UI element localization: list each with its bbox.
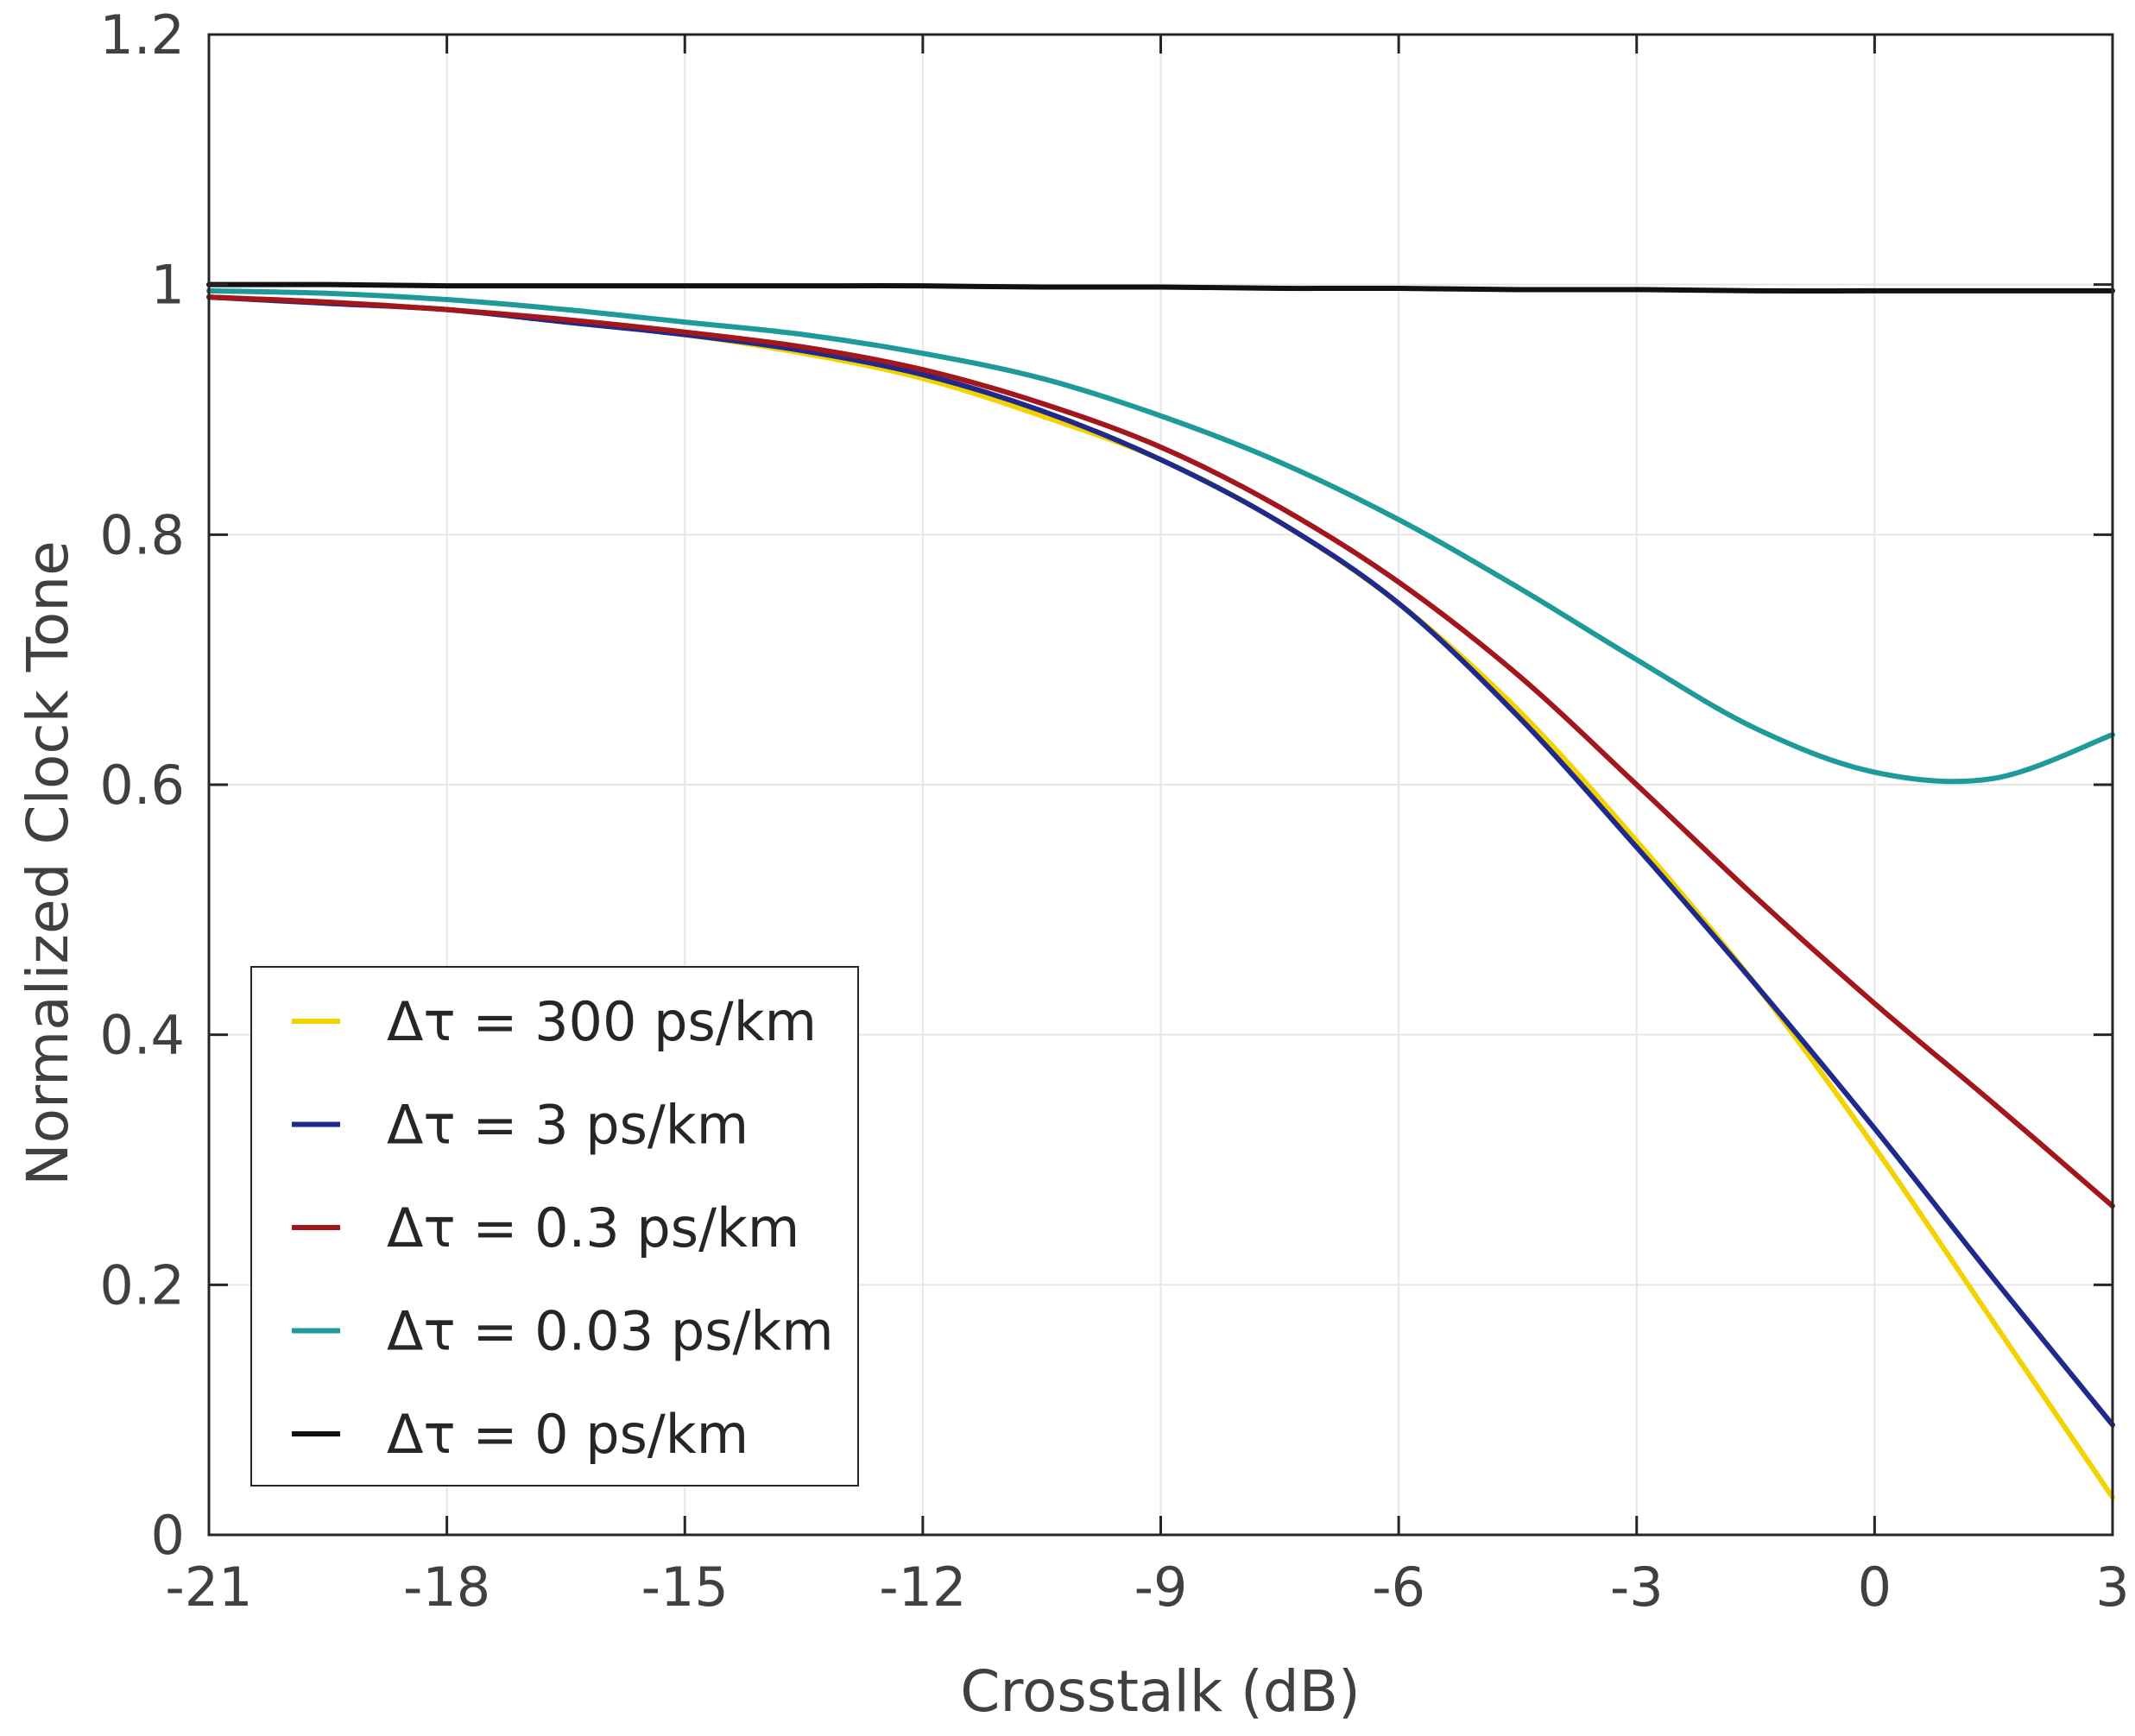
x-tick-label: 0 [1858, 1556, 1892, 1619]
y-tick-label: 1 [151, 254, 185, 317]
legend-label-4: Δτ = 0 ps/km [387, 1403, 749, 1466]
legend-entries: Δτ = 300 ps/km Δτ = 3 ps/km Δτ = 0.3 ps/km… [292, 990, 834, 1466]
x-tick-label: -6 [1372, 1556, 1425, 1619]
series-line-2 [206, 294, 2115, 1209]
legend-label-1: Δτ = 3 ps/km [387, 1094, 749, 1157]
legend-label-2: Δτ = 0.3 ps/km [387, 1196, 799, 1259]
y-tick-label: 0.4 [99, 1004, 185, 1067]
y-tick-label: 0.6 [99, 754, 185, 817]
y-axis-title: Normalized Clock Tone [15, 540, 81, 1185]
y-tick-label: 1.2 [99, 3, 185, 66]
series-line-3 [206, 287, 2115, 785]
x-tick-label: -12 [879, 1556, 966, 1619]
x-tick-labels: -21 -18 -15 -12 -9 -6 -3 0 3 [165, 1556, 2129, 1619]
y-tick-label: 0 [151, 1504, 185, 1567]
y-tick-labels: 0 0.2 0.4 0.6 0.8 1 1.2 [99, 3, 185, 1567]
legend: Δτ = 300 ps/km Δτ = 3 ps/km Δτ = 0.3 ps/km… [250, 966, 859, 1487]
legend-label-3: Δτ = 0.03 ps/km [387, 1300, 834, 1363]
x-tick-label: -9 [1134, 1556, 1188, 1619]
ticks [207, 33, 2114, 1537]
x-tick-label: -3 [1610, 1556, 1664, 1619]
x-axis-title: Crosstalk (dB) [960, 1658, 1360, 1725]
x-tick-label: -21 [165, 1556, 252, 1619]
legend-label-0: Δτ = 300 ps/km [387, 990, 817, 1053]
series-group [206, 281, 2115, 1500]
y-tick-label: 0.8 [99, 503, 185, 566]
series-line-4 [206, 281, 2115, 294]
y-tick-label: 0.2 [99, 1253, 185, 1316]
x-tick-label: -15 [641, 1556, 729, 1619]
legend-box [250, 966, 859, 1487]
x-tick-label: -18 [403, 1556, 490, 1619]
x-tick-label: 3 [2095, 1556, 2129, 1619]
